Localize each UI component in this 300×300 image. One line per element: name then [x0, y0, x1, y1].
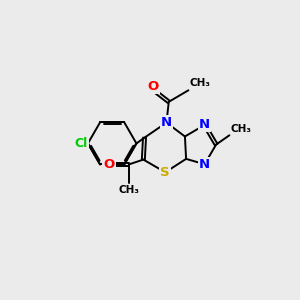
Text: N: N — [199, 118, 210, 131]
Text: O: O — [103, 158, 115, 171]
Text: CH₃: CH₃ — [190, 78, 211, 88]
Text: CH₃: CH₃ — [230, 124, 251, 134]
Text: O: O — [147, 80, 159, 93]
Text: N: N — [161, 116, 172, 129]
Text: N: N — [199, 158, 210, 171]
Text: S: S — [160, 166, 170, 179]
Text: Cl: Cl — [74, 137, 88, 150]
Text: CH₃: CH₃ — [119, 184, 140, 194]
